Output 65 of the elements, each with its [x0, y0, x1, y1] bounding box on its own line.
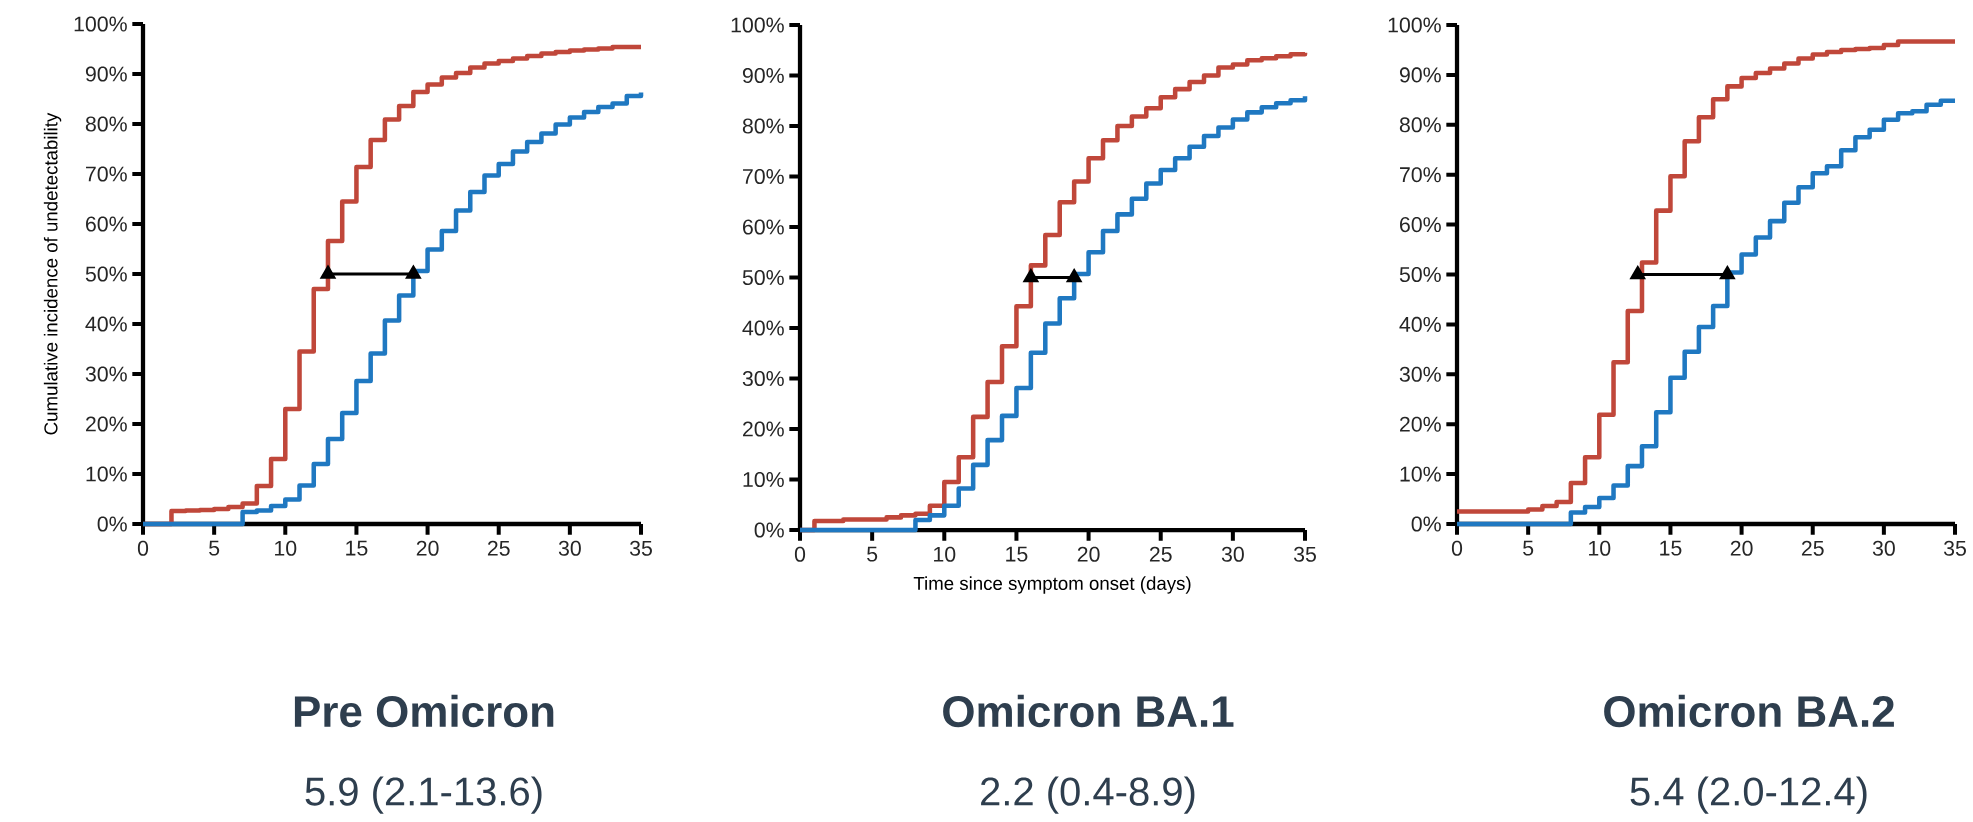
x-tick-label: 25 — [487, 540, 510, 556]
y-tick-label: 10% — [1400, 466, 1441, 482]
y-tick-label: 70% — [743, 168, 784, 185]
y-tick-label: 50% — [1399, 266, 1441, 283]
y-tick-label: 90% — [1399, 67, 1441, 83]
y-tick-label: 30% — [742, 370, 784, 387]
x-tick-label: 15 — [1660, 540, 1682, 556]
x-tick-label: 35 — [1943, 540, 1966, 556]
text: 5.4 (2.0-12.4) — [1630, 776, 1867, 814]
x-tick-label: 20 — [416, 540, 439, 556]
x-tick-label: 15 — [346, 540, 368, 556]
y-tick-label: 40% — [85, 316, 127, 332]
x-tick-label: 10 — [1589, 540, 1611, 556]
x-tick-label: 5 — [209, 540, 220, 556]
text: Pre Omicron — [294, 694, 554, 728]
text: 2.2 (0.4-8.9) — [981, 776, 1195, 814]
y-tick-label: 0% — [754, 522, 784, 538]
y-tick-label: 80% — [742, 118, 784, 134]
y-tick-label: 100% — [1388, 17, 1441, 33]
y-tick-label: 20% — [85, 416, 127, 432]
x-tick-label: 20 — [1077, 546, 1100, 562]
x-tick-label: 30 — [1221, 546, 1244, 562]
y-tick-label: 30% — [85, 366, 127, 382]
y-tick-label: 60% — [1400, 217, 1441, 233]
x-tick-label: 5 — [1523, 540, 1534, 556]
y-tick-label: 70% — [1400, 167, 1441, 183]
y-tick-label: 40% — [742, 320, 784, 336]
x-tick-label: 35 — [1293, 546, 1316, 562]
y-tick-label: 70% — [86, 166, 127, 182]
x-tick-label: 10 — [275, 540, 297, 556]
y-tick-label: 90% — [742, 67, 784, 84]
y-axis-title: Cumulative incidence of undetectability — [43, 112, 62, 435]
y-tick-label: 50% — [742, 269, 784, 286]
y-tick-label: 40% — [1399, 316, 1441, 332]
x-tick-label: 20 — [1730, 540, 1753, 556]
y-tick-label: 0% — [1411, 516, 1441, 532]
x-tick-label: 25 — [1149, 546, 1172, 562]
y-tick-label: 10% — [86, 466, 127, 482]
x-tick-label: 5 — [867, 546, 878, 562]
y-tick-label: 10% — [743, 471, 784, 488]
y-tick-label: 20% — [1400, 416, 1441, 432]
y-tick-label: 90% — [85, 66, 127, 82]
y-tick-label: 80% — [1399, 117, 1441, 133]
x-tick-label: 25 — [1801, 540, 1824, 556]
y-tick-label: 80% — [85, 116, 127, 132]
x-tick-label: 10 — [934, 546, 956, 562]
text: 5.9 (2.1-13.6) — [305, 776, 542, 814]
x-tick-label: 0 — [1451, 540, 1463, 556]
x-axis-title: Time since symptom onset (days) — [913, 576, 1191, 594]
x-tick-label: 30 — [558, 540, 581, 556]
y-tick-label: 100% — [74, 16, 127, 32]
y-tick-label: 100% — [731, 17, 784, 33]
y-tick-label: 20% — [743, 421, 784, 437]
y-tick-label: 50% — [85, 266, 127, 282]
text: Omicron BA.1 — [943, 694, 1234, 728]
x-tick-label: 30 — [1872, 540, 1895, 556]
x-tick-label: 0 — [794, 546, 806, 562]
y-tick-label: 30% — [1399, 366, 1441, 382]
y-tick-label: 60% — [86, 216, 127, 232]
y-tick-label: 0% — [97, 516, 127, 532]
x-tick-label: 0 — [137, 540, 149, 556]
x-tick-label: 35 — [629, 540, 652, 556]
y-tick-label: 60% — [743, 219, 784, 235]
text: Omicron BA.2 — [1604, 694, 1894, 728]
x-tick-label: 15 — [1006, 546, 1028, 562]
